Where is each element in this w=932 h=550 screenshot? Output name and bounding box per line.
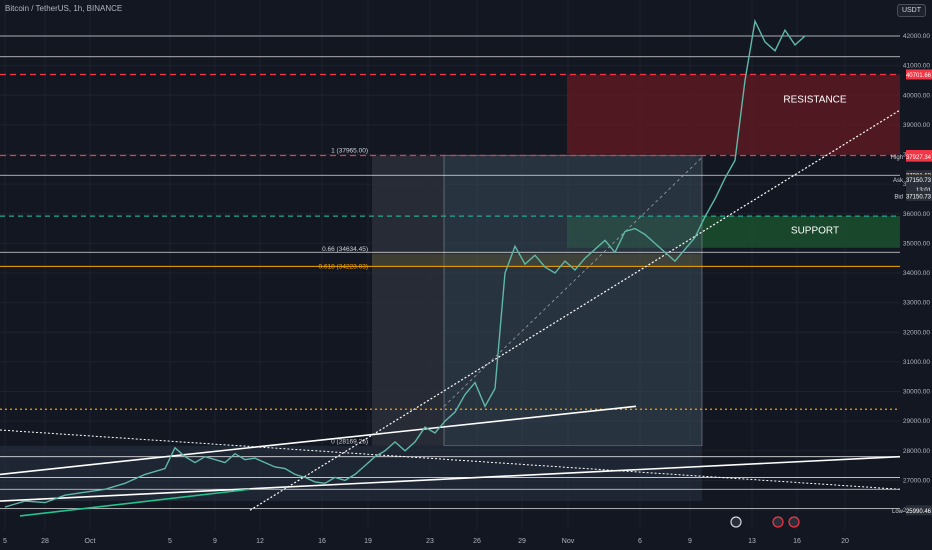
date-tick-label: 5 bbox=[3, 538, 7, 545]
price-label: 37150.73 bbox=[906, 194, 932, 200]
resistance-zone bbox=[567, 74, 900, 155]
price-label-prefix: Low bbox=[892, 509, 904, 515]
price-label: 40701.66 bbox=[906, 73, 932, 79]
fib-label-0618: 0.618 (34223.03) bbox=[318, 263, 368, 270]
price-tick-label: 34000.00 bbox=[903, 270, 930, 277]
date-tick-label: 19 bbox=[364, 538, 372, 545]
price-tick-label: 39000.00 bbox=[903, 122, 930, 129]
date-tick-label: 6 bbox=[638, 538, 642, 545]
fib-label-066: 0.66 (34634.45) bbox=[322, 246, 368, 253]
price-label: 37150.73 bbox=[906, 178, 932, 184]
fib-box-left bbox=[372, 155, 444, 446]
price-tick-label: 28000.00 bbox=[903, 448, 930, 455]
price-label-bg bbox=[906, 184, 932, 195]
date-tick-label: 12 bbox=[256, 538, 264, 545]
price-tick-label: 36000.00 bbox=[903, 211, 930, 218]
price-label: 37927.34 bbox=[906, 155, 932, 161]
price-tick-label: 41000.00 bbox=[903, 63, 930, 70]
date-tick-label: 29 bbox=[518, 538, 526, 545]
price-line bbox=[4, 18, 806, 508]
price-tick-label: 33000.00 bbox=[903, 300, 930, 307]
price-label-bg bbox=[906, 69, 932, 80]
fib-box-main bbox=[443, 155, 703, 446]
fib-label-0: 0 (28169.26) bbox=[331, 439, 368, 446]
date-tick-label: 28 bbox=[41, 538, 49, 545]
date-tick-label: Nov bbox=[562, 538, 575, 545]
event-icon bbox=[788, 516, 800, 528]
price-tick-label: 40000.00 bbox=[903, 92, 930, 99]
price-label-prefix: High bbox=[891, 155, 903, 161]
support-label: SUPPORT bbox=[791, 226, 839, 237]
trend-line-upper bbox=[0, 405, 637, 476]
fib-band bbox=[372, 254, 702, 267]
price-axis: 42000.0041000.0040000.0039000.0038000.00… bbox=[891, 0, 932, 530]
price-label: 25990.46 bbox=[906, 509, 932, 515]
price-tick-label: 32000.00 bbox=[903, 329, 930, 336]
price-label-bg bbox=[906, 190, 932, 201]
fib-box-bottom bbox=[0, 445, 702, 502]
price-label-prefix: Ask bbox=[893, 178, 904, 184]
event-icon bbox=[730, 516, 742, 528]
date-tick-label: 20 bbox=[841, 538, 849, 545]
price-tick-label: 42000.00 bbox=[903, 33, 930, 40]
fib-label-1: 1 (37965.00) bbox=[331, 148, 368, 155]
price-tick-label: 31000.00 bbox=[903, 359, 930, 366]
trend-line-green bbox=[19, 488, 251, 517]
date-tick-label: 9 bbox=[213, 538, 217, 545]
date-tick-label: 23 bbox=[426, 538, 434, 545]
price-tick-label: 30000.00 bbox=[903, 389, 930, 396]
date-tick-label: 5 bbox=[168, 538, 172, 545]
date-tick-label: 16 bbox=[318, 538, 326, 545]
price-tick-label: 35000.00 bbox=[903, 240, 930, 247]
date-axis: 5 28 Oct 5 9 12 16 19 23 26 29 Nov 6 9 13 16 20 bbox=[0, 530, 932, 550]
date-tick-label: 13 bbox=[748, 538, 756, 545]
date-tick-label: 16 bbox=[793, 538, 801, 545]
chart-title: Bitcoin / TetherUS, 1h, BINANCE bbox=[5, 4, 123, 13]
currency-button[interactable]: USDT bbox=[896, 4, 926, 17]
price-label: 13:01 bbox=[916, 188, 932, 194]
price-label-bg bbox=[906, 505, 932, 516]
price-tick-label: 27000.00 bbox=[903, 477, 930, 484]
price-axis-bg bbox=[900, 0, 932, 530]
date-tick-label: Oct bbox=[85, 538, 96, 545]
price-label-bg bbox=[906, 174, 932, 185]
resistance-label: RESISTANCE bbox=[783, 95, 846, 106]
date-tick-label: 26 bbox=[473, 538, 481, 545]
event-icon bbox=[772, 516, 784, 528]
price-label-prefix: Bid bbox=[894, 194, 903, 200]
trend-line-dotted-up bbox=[249, 109, 901, 511]
date-tick-label: 9 bbox=[688, 538, 692, 545]
date-axis-bg bbox=[0, 530, 932, 550]
price-label-bg bbox=[906, 151, 932, 162]
trend-line-lower bbox=[0, 455, 901, 502]
price-tick-label: 29000.00 bbox=[903, 418, 930, 425]
